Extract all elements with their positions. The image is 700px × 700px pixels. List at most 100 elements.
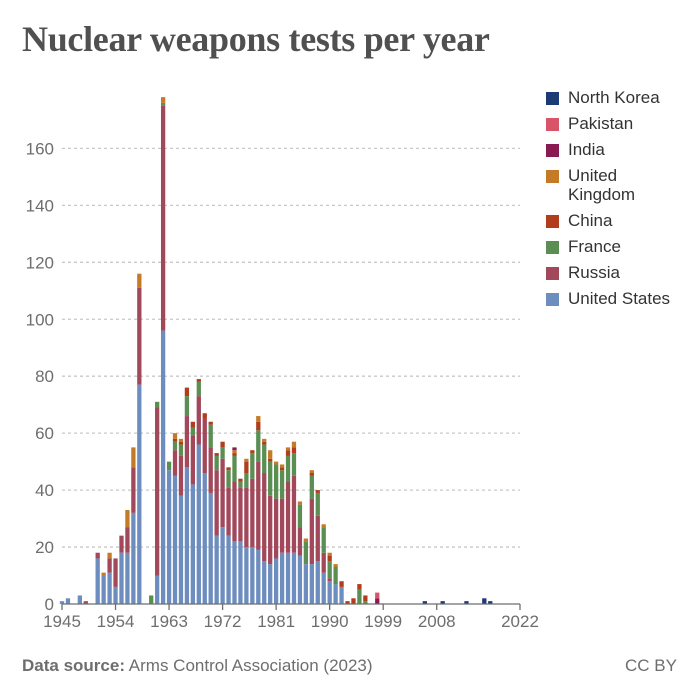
bar-segment-china xyxy=(196,379,201,382)
legend-swatch xyxy=(546,215,559,228)
legend-swatch xyxy=(546,170,559,183)
bar-segment-russia xyxy=(279,498,285,553)
bar-segment-china xyxy=(190,421,195,428)
bar-segment-china xyxy=(262,441,267,445)
bar-segment-russia xyxy=(297,527,303,556)
y-tick-label: 40 xyxy=(35,481,54,500)
x-tick-label: 1999 xyxy=(364,612,402,631)
bar-segment-france xyxy=(279,470,285,499)
bar-segment-france xyxy=(327,561,332,579)
x-tick-label: 2022 xyxy=(501,612,539,631)
bar-segment-united-kingdom xyxy=(107,552,112,559)
bar-segment-china xyxy=(220,441,225,448)
bar-segment-russia xyxy=(238,487,243,542)
y-tick-label: 100 xyxy=(26,310,54,329)
bar-segment-russia xyxy=(309,498,314,565)
bar-segment-united-kingdom xyxy=(273,461,279,465)
x-tick-label: 1945 xyxy=(43,612,81,631)
x-tick-label: 1954 xyxy=(97,612,135,631)
bar-segment-united-states xyxy=(327,581,332,604)
bar-segment-russia xyxy=(291,475,297,553)
bar-segment-china xyxy=(250,450,255,454)
bar-segment-russia xyxy=(244,487,249,548)
bar-segment-united-states xyxy=(262,561,267,604)
legend-label: United States xyxy=(568,289,671,308)
bar-segment-russia xyxy=(268,495,273,565)
y-tick-label: 60 xyxy=(35,424,54,443)
legend-item-russia: Russia xyxy=(546,263,696,282)
bar-segment-united-states xyxy=(166,470,172,604)
bar-segment-china xyxy=(256,421,261,431)
bar-segment-france xyxy=(184,396,190,417)
bar-segment-russia xyxy=(250,478,255,548)
bar-segment-france xyxy=(303,541,309,565)
bar-segment-russia xyxy=(285,481,291,553)
bar-segment-france xyxy=(309,475,314,499)
bar-segment-china xyxy=(238,478,243,482)
bar-segment-united-states xyxy=(178,495,184,604)
bar-segment-china xyxy=(202,413,207,419)
bar-segment-china xyxy=(285,450,291,456)
bar-segment-india xyxy=(232,447,237,451)
bar-segment-north-korea xyxy=(488,601,493,604)
bar-segment-france xyxy=(160,102,166,106)
bar-segment-china xyxy=(327,555,332,562)
bar-segment-china xyxy=(357,584,362,590)
bar-segment-france xyxy=(196,381,201,397)
y-tick-label: 140 xyxy=(26,196,54,215)
bar-segment-france xyxy=(285,455,291,482)
bar-segment-united-states xyxy=(59,601,65,604)
bar-segment-united-states xyxy=(238,541,243,604)
legend-item-india: India xyxy=(546,140,696,159)
bar-segment-france xyxy=(363,601,368,604)
bar-segment-united-states xyxy=(339,586,344,604)
bar-segment-russia xyxy=(113,558,118,587)
bar-segment-russia xyxy=(327,578,332,582)
license-text: CC BY xyxy=(625,656,677,675)
bar-segment-united-kingdom xyxy=(178,438,184,442)
x-tick-label: 1981 xyxy=(257,612,295,631)
bar-segment-france xyxy=(155,401,160,408)
bar-segment-france xyxy=(315,492,320,516)
bar-segment-united-states xyxy=(256,549,261,604)
bar-segment-russia xyxy=(190,436,195,485)
bar-segment-united-states xyxy=(160,330,166,604)
legend-swatch xyxy=(546,118,559,131)
bar-segment-china xyxy=(345,601,350,604)
bar-segment-united-states xyxy=(172,475,178,604)
y-tick-label: 80 xyxy=(35,367,54,386)
stacked-bar-chart: 0 20 40 60 80 100 120 140 160 1945 1954 1963 1972 198… xyxy=(26,97,539,631)
bar-segment-united-kingdom xyxy=(333,564,338,567)
bar-segment-france xyxy=(178,444,184,456)
legend-swatch xyxy=(546,241,559,254)
bar-segment-united-states xyxy=(202,473,207,604)
bar-segment-france xyxy=(166,461,172,471)
bar-series xyxy=(59,97,493,604)
bar-segment-france xyxy=(250,453,255,479)
bar-segment-united-states xyxy=(309,564,314,604)
bar-segment-united-kingdom xyxy=(101,572,106,576)
legend-label: India xyxy=(568,140,605,159)
bar-segment-china xyxy=(363,595,368,602)
bar-segment-united-kingdom xyxy=(268,450,273,459)
bar-segment-russia xyxy=(160,105,166,331)
legend-item-china: China xyxy=(546,211,696,230)
bar-segment-united-states xyxy=(321,572,326,604)
legend-label: United Kingdom xyxy=(568,166,636,204)
bar-segment-united-states xyxy=(279,552,285,604)
bar-segment-china xyxy=(214,453,219,456)
bar-segment-united-states xyxy=(303,564,309,604)
bar-segment-france xyxy=(172,441,178,451)
axes: 0 20 40 60 80 100 120 140 160 1945 1954 1963 1972 198… xyxy=(26,139,539,631)
bar-segment-china xyxy=(208,421,213,425)
bar-segment-china xyxy=(268,458,273,462)
bar-segment-united-kingdom xyxy=(137,273,142,288)
bar-segment-united-states xyxy=(232,541,237,604)
legend-item-united-states: United States xyxy=(546,289,696,308)
legend-label: France xyxy=(568,237,621,256)
bar-segment-china xyxy=(315,490,320,493)
bar-segment-united-states xyxy=(119,552,124,604)
legend-item-pakistan: Pakistan xyxy=(546,114,696,133)
bar-segment-united-states xyxy=(131,512,136,604)
bar-segment-united-kingdom xyxy=(297,501,303,505)
